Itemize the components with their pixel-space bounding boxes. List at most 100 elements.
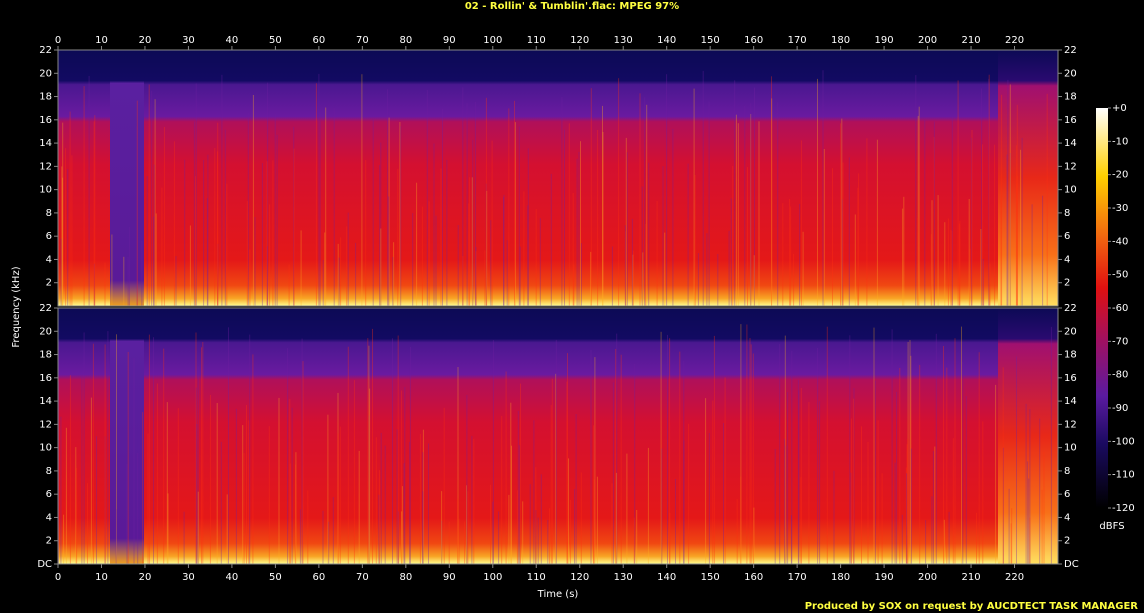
streak — [508, 108, 510, 307]
streak — [841, 118, 843, 306]
streak — [266, 161, 268, 306]
streak — [422, 429, 424, 564]
streak — [661, 448, 663, 564]
streak — [789, 198, 791, 306]
streak — [514, 100, 515, 306]
streak — [779, 344, 781, 564]
streak — [642, 252, 644, 306]
streak — [907, 438, 909, 564]
streak — [1021, 137, 1023, 306]
y-axis-label: Frequency (kHz) — [11, 266, 22, 347]
streak — [333, 107, 335, 307]
streak — [735, 114, 737, 306]
footer: Produced by SOX on request by AUCDTECT T… — [805, 601, 1139, 612]
streak — [380, 228, 382, 306]
streak — [616, 333, 618, 564]
streak — [293, 126, 295, 307]
y-tick-label: 4 — [46, 512, 52, 523]
x-tick-label: 0 — [55, 572, 61, 583]
x-tick-label: 130 — [614, 572, 633, 583]
streak — [1001, 94, 1003, 306]
streak — [620, 354, 622, 564]
y-tick-label: 16 — [39, 115, 52, 126]
x-tick-label: 60 — [313, 35, 326, 46]
streak — [126, 464, 128, 564]
streak — [876, 139, 878, 306]
y-tick-label: 10 — [39, 185, 52, 196]
x-tick-label: 90 — [443, 35, 456, 46]
streak — [618, 78, 620, 306]
streak — [399, 122, 401, 306]
streak — [1050, 326, 1052, 564]
streak — [60, 238, 62, 306]
streak — [384, 445, 386, 564]
streak — [65, 148, 67, 306]
streak — [968, 199, 970, 306]
streak — [529, 484, 531, 564]
streak — [361, 74, 363, 306]
streak — [388, 117, 390, 306]
streak — [688, 423, 690, 564]
streak — [468, 203, 470, 306]
streak — [146, 176, 148, 306]
streak — [1016, 356, 1017, 564]
streak — [782, 203, 784, 306]
streak — [943, 519, 945, 564]
streak — [749, 338, 751, 564]
streak — [302, 361, 304, 564]
streak — [754, 87, 755, 306]
streak — [419, 433, 421, 564]
streak — [594, 357, 596, 564]
streak — [919, 364, 921, 564]
streak — [272, 160, 274, 306]
streak — [808, 402, 810, 564]
streak — [466, 102, 468, 306]
streak — [861, 426, 862, 564]
x-tick-label: 80 — [399, 35, 412, 46]
streak — [575, 414, 577, 564]
streak — [539, 218, 541, 306]
streak — [793, 253, 795, 306]
streak — [679, 351, 681, 564]
streak — [866, 138, 868, 306]
y-tick-label: 2 — [46, 278, 52, 289]
streak — [611, 483, 613, 564]
streak — [1011, 508, 1013, 564]
streak — [819, 401, 821, 564]
streak — [943, 346, 944, 564]
streak — [195, 83, 197, 307]
streak — [202, 342, 204, 564]
streak — [294, 464, 296, 564]
streak — [153, 216, 155, 306]
y-tick-label: 22 — [1064, 45, 1077, 56]
streak — [660, 331, 662, 564]
x-tick-label: 160 — [744, 35, 763, 46]
y-tick-label: 14 — [1064, 396, 1077, 407]
colorbar-tick-label: -90 — [1112, 403, 1128, 414]
x-tick-label: 80 — [399, 572, 412, 583]
streak — [380, 142, 382, 306]
streak — [917, 115, 919, 307]
streak — [551, 378, 553, 564]
streak — [1016, 104, 1018, 306]
y-tick-label: 8 — [46, 208, 52, 219]
streak — [156, 383, 158, 564]
y-tick-label: 18 — [1064, 350, 1077, 361]
y-tick-label: 12 — [39, 419, 52, 430]
y-tick-label: 12 — [1064, 419, 1077, 430]
y-tick-label: 2 — [1064, 278, 1070, 289]
streak — [457, 498, 459, 564]
streak — [485, 183, 487, 306]
streak — [340, 237, 342, 306]
x-tick-label: 220 — [1005, 35, 1024, 46]
streak — [426, 89, 428, 307]
y-tick-label: 4 — [1064, 512, 1070, 523]
streak — [903, 196, 905, 306]
streak — [958, 223, 960, 306]
streak — [732, 165, 734, 306]
streak — [375, 437, 377, 564]
streak — [850, 472, 852, 564]
streak — [624, 225, 626, 306]
streak — [693, 88, 695, 306]
streak — [906, 444, 908, 564]
